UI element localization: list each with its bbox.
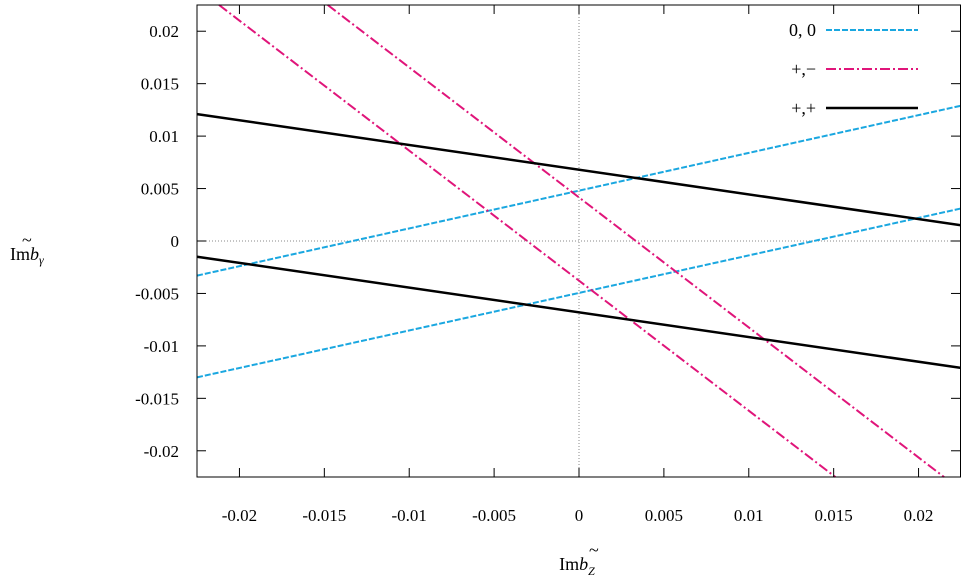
y-axis-title-sub: γ — [39, 253, 44, 267]
y-tick-label: 0 — [171, 232, 180, 251]
zero-lines — [197, 5, 961, 477]
legend-label-2: +,+ — [791, 98, 816, 118]
x-axis-title-base: b — [579, 554, 588, 574]
series-0-line-1 — [196, 207, 961, 379]
legend-label-0: 0, 0 — [789, 20, 816, 40]
y-axis-title-main: Im — [10, 244, 30, 264]
series-1-line-0 — [218, 4, 836, 478]
series-2-line-0 — [196, 112, 961, 227]
series-layer — [196, 4, 961, 478]
x-tick-label: 0.01 — [734, 506, 764, 525]
x-axis-title-sub: Z — [588, 564, 595, 578]
y-tick-label: 0.02 — [149, 22, 179, 41]
y-tick-label: 0.01 — [149, 127, 179, 146]
x-tick-label: 0.02 — [904, 506, 934, 525]
y-tick-label: -0.015 — [135, 389, 179, 408]
y-tick-label: 0.015 — [141, 75, 179, 94]
x-tick-label: 0.015 — [815, 506, 853, 525]
x-axis-title-main: Im — [559, 554, 579, 574]
x-axis-title: ImbZ — [559, 554, 595, 578]
y-axis-title-accent: ~ — [22, 230, 32, 250]
x-tick-label: -0.015 — [302, 506, 346, 525]
y-axis-title-base: b — [30, 244, 39, 264]
series-0-line-0 — [196, 104, 961, 277]
legend-label-1: +,− — [791, 59, 816, 79]
y-tick-label: 0.005 — [141, 180, 179, 199]
x-tick-label: -0.005 — [472, 506, 516, 525]
y-tick-label: -0.02 — [144, 442, 179, 461]
x-tick-label: 0.005 — [645, 506, 683, 525]
series-1-line-1 — [327, 4, 945, 478]
x-tick-label: -0.01 — [392, 506, 427, 525]
y-axis-title: Imbγ — [10, 244, 44, 267]
legend: 0, 0 +,− +,+ — [789, 20, 918, 118]
y-tick-label: -0.005 — [135, 284, 179, 303]
y-tick-label: -0.01 — [144, 337, 179, 356]
ticks-layer: -0.02 -0.015 -0.01 -0.005 0 0.005 0.01 0.015 0.0… — [135, 5, 960, 525]
x-axis-title-accent: ~ — [589, 540, 599, 560]
x-tick-label: -0.02 — [222, 506, 257, 525]
x-tick-label: 0 — [575, 506, 584, 525]
series-2-line-1 — [196, 255, 961, 370]
